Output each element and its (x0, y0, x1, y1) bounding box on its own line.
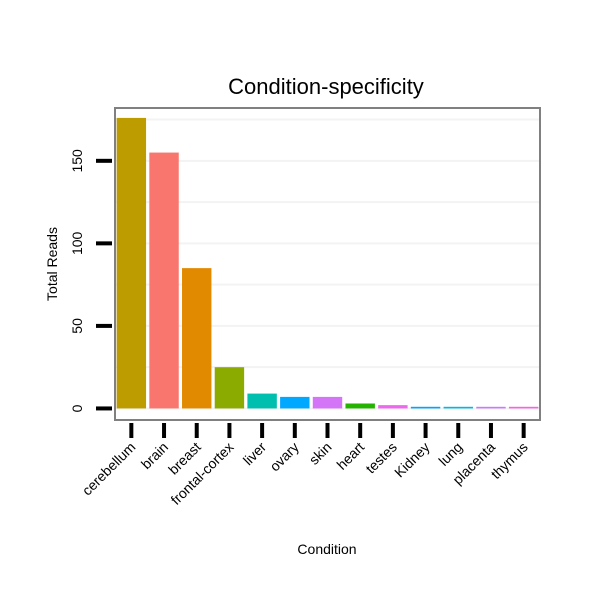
y-tick-label: 50 (69, 318, 85, 334)
y-tick-label: 150 (69, 149, 85, 173)
bar-liver (247, 393, 277, 409)
plot-panel-border (114, 107, 541, 421)
bar-brain (149, 152, 179, 409)
x-tick-label: Kidney (391, 439, 433, 481)
y-tick-label: 100 (69, 231, 85, 255)
bar-testes (378, 405, 408, 409)
bar-skin (312, 396, 343, 409)
bar-kidney (410, 406, 441, 409)
bar-lung (443, 406, 473, 409)
x-tick-label: thymus (488, 439, 531, 482)
x-axis-label: Condition (297, 541, 356, 557)
x-tick-label: heart (333, 439, 367, 473)
y-axis-label: Total Reads (44, 227, 60, 301)
y-axis: 0 50 100 150 (69, 149, 112, 412)
bar-breast (182, 268, 212, 409)
x-tick-label: skin (306, 439, 335, 468)
bars (116, 117, 539, 409)
chart-title: Condition-specificity (228, 74, 424, 99)
bar-cerebellum (116, 117, 147, 409)
bar-frontal-cortex (214, 367, 245, 409)
bar-ovary (280, 396, 310, 409)
x-tick-label: ovary (266, 439, 302, 475)
y-tick-label: 0 (69, 404, 85, 412)
bar-placenta (476, 406, 506, 409)
bar-thymus (508, 406, 539, 409)
bar-heart (345, 403, 375, 409)
x-tick-label: cerebellum (79, 439, 139, 499)
x-tick-label: liver (240, 439, 270, 469)
